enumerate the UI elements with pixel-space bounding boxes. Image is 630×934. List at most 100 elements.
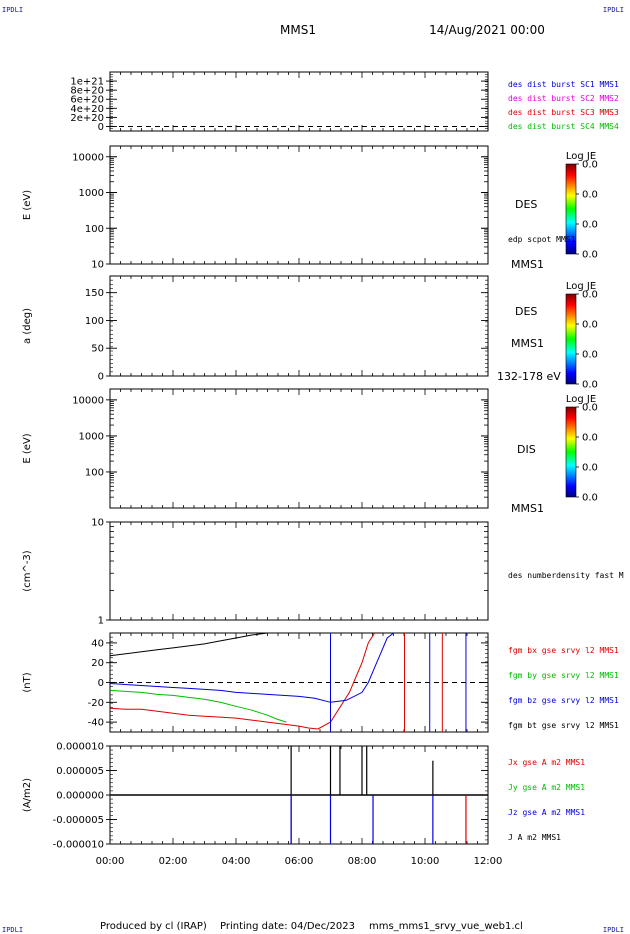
current-spikes xyxy=(110,746,488,844)
x-tick-label: 02:00 xyxy=(159,856,188,867)
colorbar xyxy=(565,293,577,385)
colorbar-tick-label: 0.0 xyxy=(582,220,598,231)
colorbar-tick-label: 0.0 xyxy=(582,493,598,504)
panel-side-label: 132-178 eV xyxy=(497,370,561,383)
legend-entry: Jz gse A m2 MMS1 xyxy=(508,808,585,817)
legend-entry: des dist burst SC2 MMS2 xyxy=(508,94,619,103)
plot-footer: Produced by cl (IRAP) Printing date: 04/… xyxy=(100,921,523,932)
y-tick-label: 1e+21 xyxy=(70,77,104,88)
legend-entry: J A m2 MMS1 xyxy=(508,833,561,842)
panel-frame xyxy=(109,145,489,265)
plot-header: MMS1 14/Aug/2021 00:00 xyxy=(280,23,545,37)
x-tick-label: 08:00 xyxy=(348,856,377,867)
y-tick-label: 10000 xyxy=(72,395,104,406)
colorbar-tick-label: 0.0 xyxy=(582,250,598,261)
bfield-spikes xyxy=(330,633,467,732)
legend-entry: fgm bz gse srvy l2 MMS1 xyxy=(508,696,619,705)
y-axis-label: E (eV) xyxy=(22,433,33,463)
y-tick-label: -0.000010 xyxy=(53,840,104,851)
colorbar-tick-label: 0.0 xyxy=(582,290,598,301)
legend-entry: Jy gse A m2 MMS1 xyxy=(508,783,585,792)
series-line xyxy=(109,632,376,730)
series-line xyxy=(109,632,268,657)
y-axis-label: (nT) xyxy=(22,672,33,692)
legend-entry: des dist burst SC3 MMS3 xyxy=(508,108,619,117)
colorbar-tick-label: 0.0 xyxy=(582,160,598,171)
legend-entry: Jx gse A m2 MMS1 xyxy=(508,758,585,767)
y-tick-label: 1 xyxy=(98,616,104,627)
colorbar-title: Log JE xyxy=(566,151,596,162)
y-axis-label: a (deg) xyxy=(22,308,33,344)
y-tick-label: -0.000005 xyxy=(53,815,104,826)
x-tick-label: 04:00 xyxy=(222,856,251,867)
legend-entry: fgm bt gse srvy l2 MMS1 xyxy=(508,721,619,730)
x-tick-label: 00:00 xyxy=(96,856,125,867)
panel-side-label: edp scpot MMS1 xyxy=(508,235,576,244)
y-tick-label: 100 xyxy=(85,224,104,235)
panel-5: 1 10 (cm^-3) des numberdensity fast M xyxy=(22,518,624,627)
corner-mark-top-left: IPDLI xyxy=(2,6,24,14)
series-line xyxy=(109,632,394,703)
y-tick-label: -40 xyxy=(88,718,104,729)
y-tick-label: 0.000000 xyxy=(56,791,104,802)
y-tick-label: 0 xyxy=(98,372,104,383)
colorbar xyxy=(565,163,577,255)
y-tick-label: 0 xyxy=(98,122,104,133)
colorbar-tick-label: 0.0 xyxy=(582,190,598,201)
y-tick-label: 2e+20 xyxy=(70,113,104,124)
x-axis: 00:00 02:00 04:00 06:00 08:00 10:00 12:00 xyxy=(96,856,503,867)
y-tick-label: 20 xyxy=(91,658,104,669)
printing-date: Printing date: 04/Dec/2023 xyxy=(220,921,355,932)
colorbar xyxy=(565,406,577,498)
y-tick-label: 10 xyxy=(91,518,104,529)
corner-mark-top-right: IPDLI xyxy=(602,6,624,14)
panel-7: -0.000010 -0.000005 0.000000 0.000005 0.0000… xyxy=(22,742,585,851)
y-tick-label: 0 xyxy=(98,678,104,689)
y-tick-label: 0.000005 xyxy=(56,766,104,777)
produced-by: Produced by cl (IRAP) xyxy=(100,921,207,932)
y-tick-label: 40 xyxy=(91,638,104,649)
panel-side-label: DIS xyxy=(517,443,536,456)
y-tick-label: 8e+20 xyxy=(70,86,104,97)
panel-6: -40 -20 0 20 40 (nT) fgm bx gse srvy l2 MMS1 fg… xyxy=(22,632,619,733)
panel-side-label: MMS1 xyxy=(511,258,544,271)
y-tick-label: 50 xyxy=(91,344,104,355)
colorbar-tick-label: 0.0 xyxy=(582,433,598,444)
colorbar-tick-label: 0.0 xyxy=(582,463,598,474)
y-tick-label: 1000 xyxy=(79,188,104,199)
panel-side-label: DES xyxy=(515,198,537,211)
colorbar-tick-label: 0.0 xyxy=(582,320,598,331)
spacecraft-title: MMS1 xyxy=(280,23,316,37)
panel-side-label: MMS1 xyxy=(511,337,544,350)
corner-mark-bottom-right: IPDLI xyxy=(602,926,624,934)
y-tick-label: 4e+20 xyxy=(70,104,104,115)
colorbar-title: Log JE xyxy=(566,281,596,292)
series-line xyxy=(109,689,287,723)
panel-frame xyxy=(109,275,489,377)
plot-filename: mms_mms1_srvy_vue_web1.cl xyxy=(369,921,523,932)
colorbar-title: Log JE xyxy=(566,394,596,405)
y-axis-label: (cm^-3) xyxy=(22,550,33,591)
legend-entry: des dist burst SC4 MMS4 xyxy=(508,122,619,131)
legend-entry: fgm by gse srvy l2 MMS1 xyxy=(508,671,619,680)
legend-entry: des numberdensity fast M xyxy=(508,571,624,580)
y-axis-label: E (eV) xyxy=(22,190,33,220)
datetime-title: 14/Aug/2021 00:00 xyxy=(429,23,545,37)
panel-side-label: DES xyxy=(515,305,537,318)
panel-frame xyxy=(109,71,489,132)
panel-frame xyxy=(109,388,489,509)
y-tick-label: 0.000010 xyxy=(56,742,104,753)
y-tick-label: 1000 xyxy=(79,431,104,442)
legend-entry: fgm bx gse srvy l2 MMS1 xyxy=(508,646,619,655)
panel-side-label: MMS1 xyxy=(511,502,544,515)
y-tick-label: 10 xyxy=(91,260,104,271)
x-tick-label: 12:00 xyxy=(474,856,503,867)
colorbar-tick-label: 0.0 xyxy=(582,380,598,391)
y-tick-label: 100 xyxy=(85,316,104,327)
y-tick-label: -20 xyxy=(88,698,104,709)
